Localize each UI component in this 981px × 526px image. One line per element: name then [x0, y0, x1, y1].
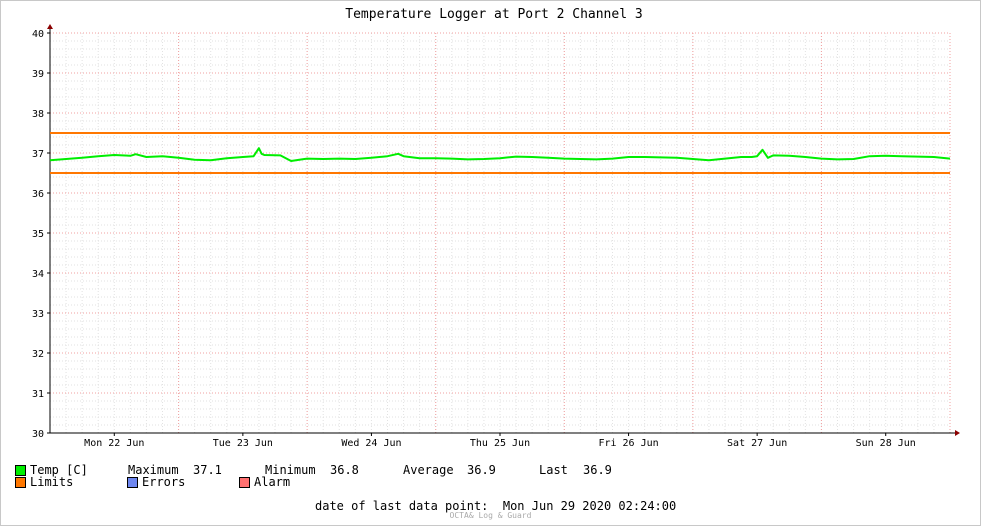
x-axis-arrow	[955, 430, 960, 436]
minimum-value: 36.8	[330, 463, 359, 477]
x-tick-label: Sat 27 Jun	[727, 438, 787, 449]
average-value: 36.9	[467, 463, 496, 477]
alarm-swatch	[239, 477, 250, 488]
errors-swatch	[127, 477, 138, 488]
x-tick-label: Wed 24 Jun	[341, 438, 401, 449]
y-tick-label: 33	[32, 309, 44, 320]
y-tick-label: 36	[32, 189, 44, 200]
y-tick-label: 35	[32, 229, 44, 240]
x-tick-label: Mon 22 Jun	[84, 438, 144, 449]
errors-legend-label: Errors	[142, 475, 186, 489]
alarm-legend-label: Alarm	[254, 475, 291, 489]
y-tick-label: 39	[32, 69, 44, 80]
axes	[47, 24, 960, 436]
limits-legend-label: Limits	[30, 475, 74, 489]
last-data-point: date of last data point: Mon Jun 29 2020…	[315, 499, 677, 513]
series	[49, 147, 951, 162]
limit-lines	[50, 132, 950, 174]
y-axis-arrow	[47, 24, 53, 29]
last-label: Last	[539, 463, 568, 477]
x-tick-label: Thu 25 Jun	[470, 438, 530, 449]
last-value: 36.9	[583, 463, 612, 477]
minimum-label: Minimum	[265, 463, 316, 477]
y-tick-label: 37	[32, 149, 44, 160]
y-tick-label: 40	[32, 29, 44, 40]
chart-title: Temperature Logger at Port 2 Channel 3	[345, 7, 642, 22]
x-tick-label: Fri 26 Jun	[598, 438, 658, 449]
tick-labels: 30 31 32 33 34 35 36 37 38 39 40 Mon 22 Jun Tue 23 J…	[32, 29, 916, 449]
y-tick-label: 31	[32, 389, 44, 400]
grid	[49, 32, 951, 434]
limits-swatch	[15, 477, 26, 488]
y-tick-label: 32	[32, 349, 44, 360]
temp-swatch	[15, 465, 26, 476]
x-tick-label: Tue 23 Jun	[213, 438, 273, 449]
maximum-label: Maximum	[128, 463, 179, 477]
footer-credit: OCTA& Log & Guard	[449, 511, 532, 520]
y-tick-label: 34	[32, 269, 44, 280]
average-label: Average	[403, 463, 454, 477]
temp-legend-label: Temp [C]	[30, 463, 88, 477]
y-tick-label: 38	[32, 109, 44, 120]
x-tick-label: Sun 28 Jun	[856, 438, 916, 449]
y-tick-label: 30	[32, 429, 44, 440]
maximum-value: 37.1	[193, 463, 222, 477]
temp-series-line	[49, 147, 951, 162]
